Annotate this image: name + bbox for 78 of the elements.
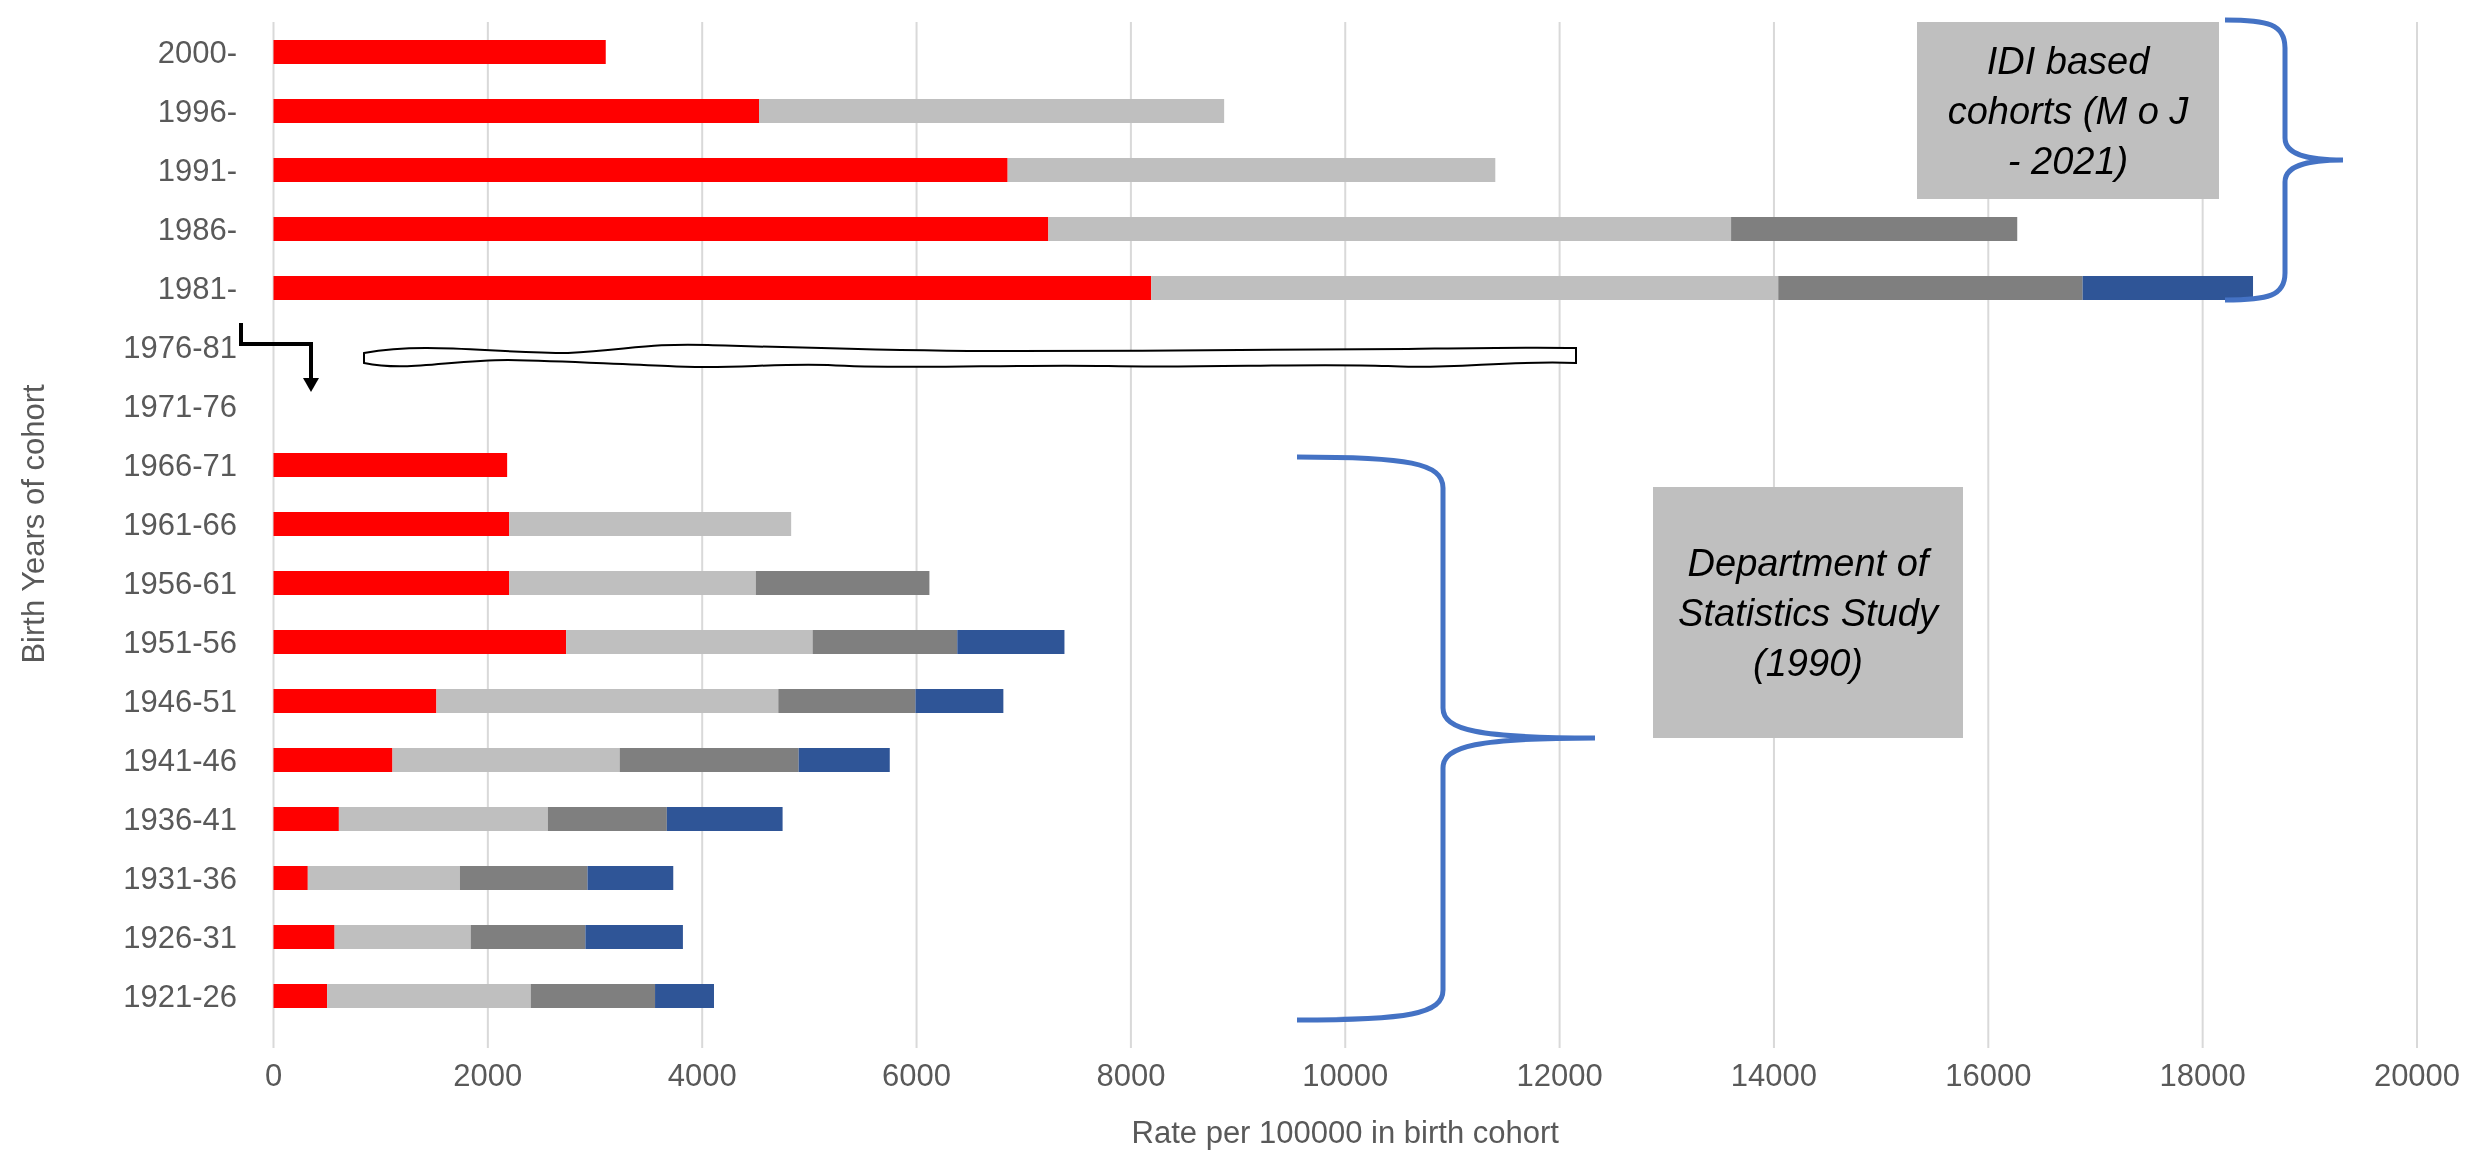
x-tick-label: 2000 [453, 1058, 523, 1093]
x-tick-label: 0 [264, 1058, 283, 1093]
bar [1048, 217, 1732, 241]
bar [547, 807, 667, 831]
bar [470, 925, 586, 949]
x-tick-label: 16000 [1945, 1058, 2032, 1093]
bar [530, 984, 656, 1008]
x-tick-label: 12000 [1516, 1058, 1603, 1093]
y-tick-label: 1991- [157, 153, 237, 188]
bar [798, 748, 890, 772]
bar [619, 748, 799, 772]
x-tick-label: 18000 [2159, 1058, 2246, 1093]
bar [436, 689, 779, 713]
bar [778, 689, 916, 713]
x-tick-label: 8000 [1096, 1058, 1166, 1093]
bar [273, 99, 759, 123]
y-tick-label: 1986- [157, 212, 237, 247]
bar [666, 807, 783, 831]
annotation: IDI based cohorts (M o J - 2021) [1947, 39, 2190, 182]
bar [307, 866, 460, 890]
y-tick-label: 1926-31 [123, 920, 237, 955]
bar [273, 512, 510, 536]
bar [273, 984, 328, 1008]
y-tick-label: 2000- [157, 35, 237, 70]
bar [273, 925, 335, 949]
y-tick-label: 1946-51 [123, 684, 237, 719]
y-tick-label: 1966-71 [123, 448, 237, 483]
bar [392, 748, 620, 772]
bar [273, 571, 510, 595]
bar [655, 984, 714, 1008]
bar [1007, 158, 1496, 182]
y-tick-label: 1936-41 [123, 802, 237, 837]
bar [2082, 276, 2254, 300]
x-tick-label: 10000 [1302, 1058, 1389, 1093]
y-tick-label: 1951-56 [123, 625, 237, 660]
bar [759, 99, 1225, 123]
bar [566, 630, 813, 654]
bar [459, 866, 588, 890]
x-tick-label: 20000 [2373, 1058, 2461, 1093]
y-tick-label: 1976-81 [123, 330, 237, 365]
bar [1778, 276, 2083, 300]
bar [273, 748, 393, 772]
bar [1731, 217, 2018, 241]
y-tick-label: 1941-46 [123, 743, 237, 778]
bar [273, 689, 437, 713]
y-tick-label: 1921-26 [123, 979, 237, 1014]
bar [1151, 276, 1779, 300]
bar [327, 984, 531, 1008]
bar [334, 925, 471, 949]
bar [273, 453, 508, 477]
y-tick-label: 1956-61 [123, 566, 237, 601]
bar [273, 276, 1152, 300]
bar [957, 630, 1065, 654]
bar [915, 689, 1004, 713]
bar [273, 630, 567, 654]
bar [509, 571, 756, 595]
y-tick-label: 1931-36 [123, 861, 237, 896]
y-tick-label: 1996- [157, 94, 237, 129]
bar [273, 217, 1049, 241]
y-tick-label: 1981- [157, 271, 237, 306]
bar [587, 866, 674, 890]
bar [585, 925, 683, 949]
x-axis-title: Rate per 100000 in birth cohort [1131, 1115, 1560, 1150]
bar [338, 807, 548, 831]
bar [273, 866, 308, 890]
y-axis-title: Birth Years of cohort [16, 384, 51, 664]
bar [273, 158, 1008, 182]
bar [273, 807, 339, 831]
x-tick-label: 14000 [1730, 1058, 1818, 1093]
bar [509, 512, 792, 536]
bar [812, 630, 958, 654]
y-tick-label: 1961-66 [123, 507, 237, 542]
x-tick-label: 6000 [882, 1058, 952, 1093]
bar [755, 571, 930, 595]
bar [273, 40, 606, 64]
x-tick-label: 4000 [667, 1058, 737, 1093]
annotation: Department of Statistics Study (1990) [1678, 541, 1940, 684]
y-tick-label: 1971-76 [123, 389, 237, 424]
